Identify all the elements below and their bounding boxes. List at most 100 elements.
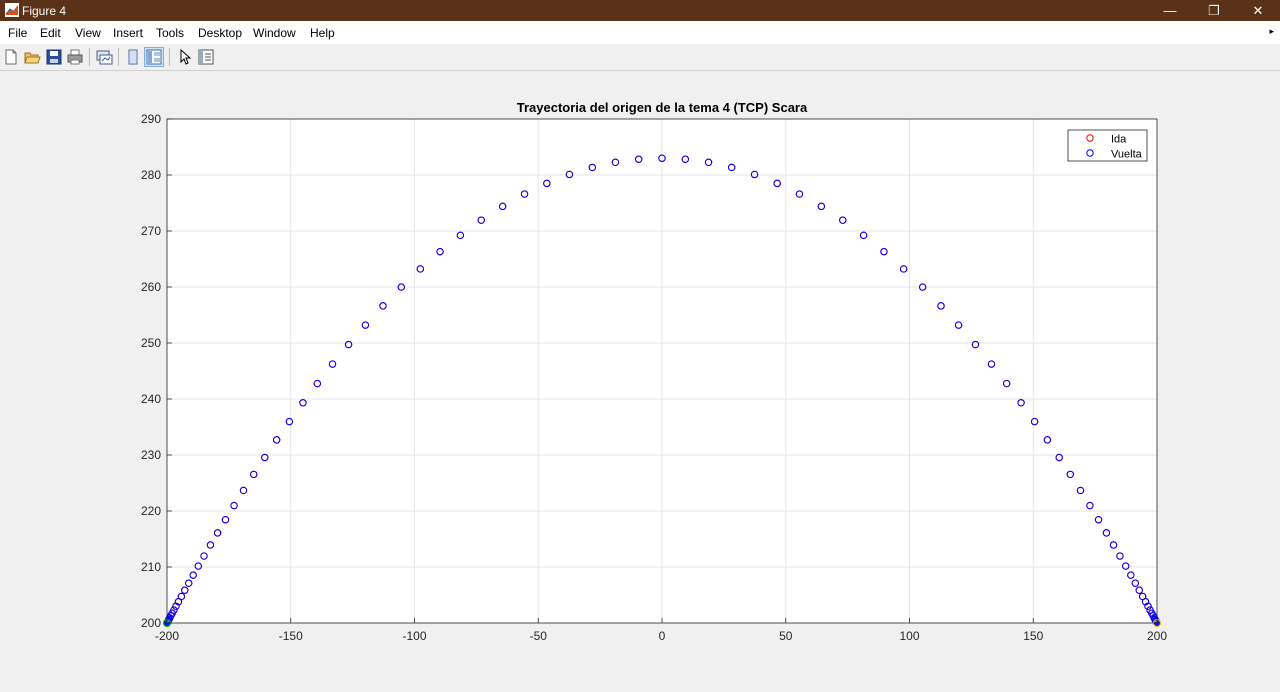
scatter-point: [1102, 529, 1111, 537]
scatter-point: [899, 265, 908, 273]
scatter-point: [773, 179, 781, 188]
scatter-point: [250, 470, 258, 479]
scatter-point: [200, 552, 208, 560]
print-icon[interactable]: [66, 48, 84, 66]
legend-marker-ida: [1086, 134, 1094, 142]
scatter-point: [1144, 602, 1152, 610]
scatter-point: [565, 170, 574, 179]
y-tick-label: 240: [141, 392, 161, 406]
menu-insert[interactable]: Insert: [113, 26, 144, 40]
scatter-point: [416, 265, 425, 273]
scatter-point: [520, 190, 529, 198]
x-axis: -200 -150 -100 -50 0 50 100 150 200: [155, 618, 1167, 643]
scatter-point: [194, 562, 202, 570]
scatter-plot[interactable]: -200 -150 -100 -50 0 50 100 150 200 200 210 220 230…: [0, 71, 1280, 692]
x-tick-label: 100: [899, 629, 919, 643]
toolbar-separator: [89, 48, 90, 66]
x-tick-label: -150: [279, 629, 303, 643]
legend-marker-vuelta: [1086, 149, 1094, 157]
scatter-point: [456, 231, 465, 240]
scatter-point: [1127, 571, 1135, 579]
window-title: Figure 4: [22, 4, 67, 18]
scatter-point: [1094, 516, 1103, 524]
x-tick-label: -50: [530, 629, 548, 643]
save-icon[interactable]: [45, 48, 63, 66]
scatter-point: [328, 360, 337, 368]
scatter-point: [1076, 486, 1085, 495]
scatter-point: [1086, 501, 1094, 510]
x-tick-label: -100: [402, 629, 426, 643]
new-figure-icon[interactable]: [2, 48, 20, 66]
menu-window[interactable]: Window: [253, 26, 296, 40]
scatter-point: [1122, 562, 1130, 570]
scatter-point: [859, 231, 868, 240]
menu-edit[interactable]: Edit: [40, 26, 61, 40]
open-file-icon[interactable]: [23, 48, 41, 66]
scatter-point: [213, 529, 222, 537]
scatter-point: [1131, 579, 1140, 587]
chart-title: Trayectoria del origen de la tema 4 (TCP…: [517, 100, 808, 115]
show-plot-tools-icon[interactable]: [144, 47, 164, 67]
edit-plot-icon[interactable]: [176, 48, 194, 66]
scatter-point: [918, 283, 927, 291]
close-button[interactable]: ✕: [1252, 3, 1264, 18]
minimize-button[interactable]: —: [1163, 3, 1177, 18]
scatter-point: [588, 163, 597, 172]
scatter-point: [177, 592, 186, 601]
toolbar-separator: [118, 48, 119, 66]
scatter-point: [611, 158, 620, 167]
link-plot-icon[interactable]: [95, 48, 113, 66]
scatter-point: [1055, 453, 1063, 462]
scatter-point: [344, 340, 353, 349]
scatter-point: [477, 216, 485, 224]
menu-overflow-icon[interactable]: ▸: [1269, 26, 1274, 36]
scatter-point: [937, 302, 945, 310]
scatter-point: [272, 436, 281, 444]
scatter-point: [634, 155, 643, 163]
menu-desktop[interactable]: Desktop: [198, 26, 243, 40]
figure-canvas: -200 -150 -100 -50 0 50 100 150 200 200 210 220 230…: [0, 71, 1280, 692]
property-inspector-icon[interactable]: [197, 48, 215, 66]
scatter-point: [543, 179, 551, 188]
scatter-point: [1002, 379, 1011, 388]
restore-button[interactable]: ❐: [1208, 3, 1220, 18]
toolbar-separator: [169, 48, 170, 66]
scatter-point: [727, 163, 736, 172]
menu-help[interactable]: Help: [310, 26, 335, 40]
scatter-point: [750, 170, 759, 179]
x-tick-label: 0: [659, 629, 666, 643]
scatter-point: [239, 486, 248, 495]
menu-file[interactable]: File: [8, 26, 28, 40]
scatter-point: [436, 247, 444, 256]
x-tick-label: 50: [779, 629, 793, 643]
hide-plot-tools-icon[interactable]: [124, 48, 142, 66]
scatter-point: [221, 516, 230, 524]
scatter-point: [880, 247, 888, 256]
scatter-point: [681, 155, 690, 163]
scatter-point: [1017, 399, 1025, 407]
scatter-point: [206, 541, 215, 549]
scatter-point: [1030, 417, 1039, 426]
x-tick-label: -200: [155, 629, 179, 643]
x-tick-label: 150: [1023, 629, 1043, 643]
scatter-point: [704, 158, 713, 167]
y-tick-label: 220: [141, 504, 161, 518]
scatter-point: [397, 283, 406, 291]
scatter-point: [1116, 552, 1124, 560]
scatter-point: [954, 321, 963, 329]
scatter-point: [1109, 541, 1118, 549]
y-tick-label: 200: [141, 616, 161, 630]
scatter-point: [971, 340, 980, 349]
scatter-point: [313, 379, 322, 388]
scatter-point: [184, 579, 193, 587]
menu-view[interactable]: View: [75, 26, 101, 40]
legend-box: [1067, 129, 1148, 162]
y-tick-label: 280: [141, 168, 161, 182]
matlab-app-icon: [5, 3, 19, 17]
menu-tools[interactable]: Tools: [156, 26, 185, 40]
y-axis: 200 210 220 230 240 250 260 270 280 290: [141, 112, 172, 630]
scatter-point: [285, 417, 294, 426]
scatter-point: [1043, 436, 1052, 444]
legend[interactable]: Ida Vuelta: [1067, 129, 1148, 162]
scatter-point: [379, 302, 387, 310]
